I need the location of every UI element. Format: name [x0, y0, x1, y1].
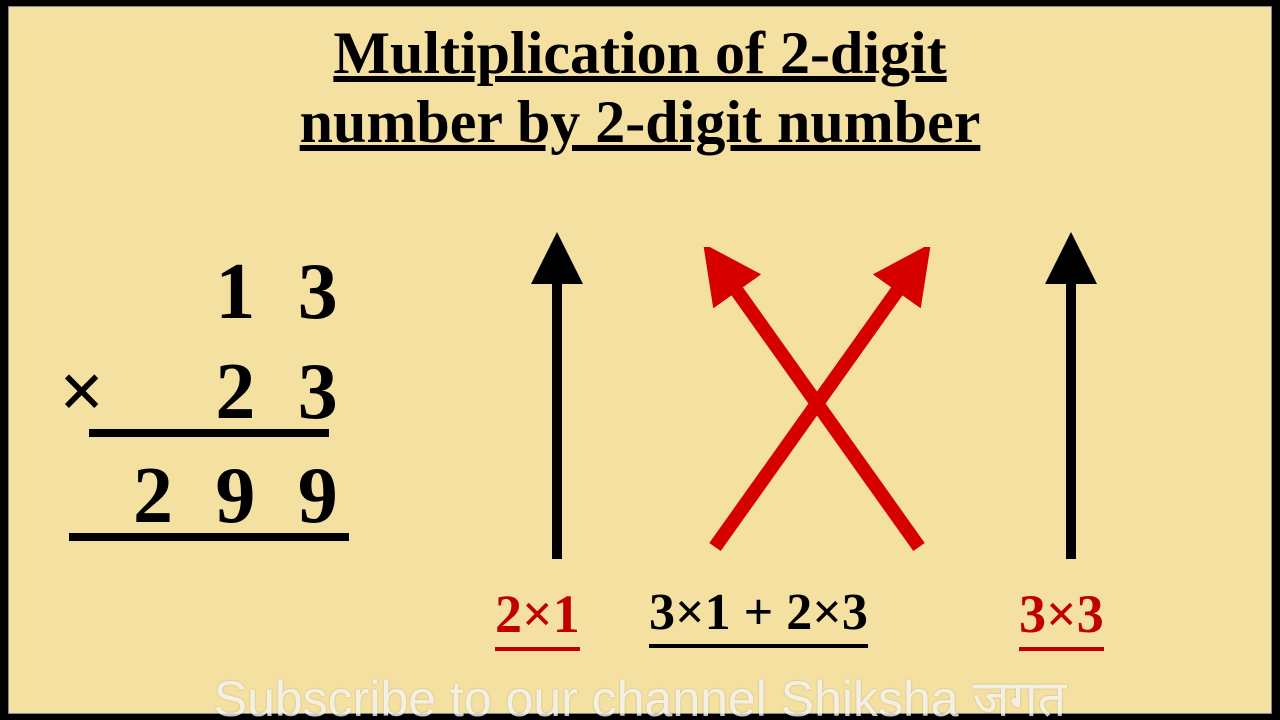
times-sign: ×	[59, 347, 105, 438]
arrow-head	[1045, 232, 1097, 284]
title-line-1: Multiplication of 2-digit	[333, 20, 946, 86]
cross-arrows-icon	[697, 247, 937, 557]
rule-line-top	[89, 429, 329, 437]
right-up-arrow-icon	[1045, 232, 1097, 562]
title-line-2: number by 2-digit number	[300, 89, 981, 155]
slide-title: Multiplication of 2-digit number by 2-di…	[9, 19, 1271, 157]
cross-arrows-svg	[697, 247, 937, 557]
arrow-shaft	[552, 281, 562, 559]
label-right: 3×3	[1019, 583, 1104, 651]
label-left: 2×1	[495, 583, 580, 651]
multiplicand: 1 3	[215, 247, 349, 338]
left-up-arrow-icon	[531, 232, 583, 562]
product: 2 9 9	[133, 451, 349, 542]
arrow-head	[531, 232, 583, 284]
arrow-shaft	[1066, 281, 1076, 559]
multiplier: 2 3	[215, 347, 349, 438]
rule-line-bottom	[69, 533, 349, 541]
label-middle: 3×1 + 2×3	[649, 583, 868, 648]
channel-watermark: Subscribe to our channel Shiksha जगत	[9, 663, 1271, 720]
slide-background: Multiplication of 2-digit number by 2-di…	[8, 6, 1272, 714]
